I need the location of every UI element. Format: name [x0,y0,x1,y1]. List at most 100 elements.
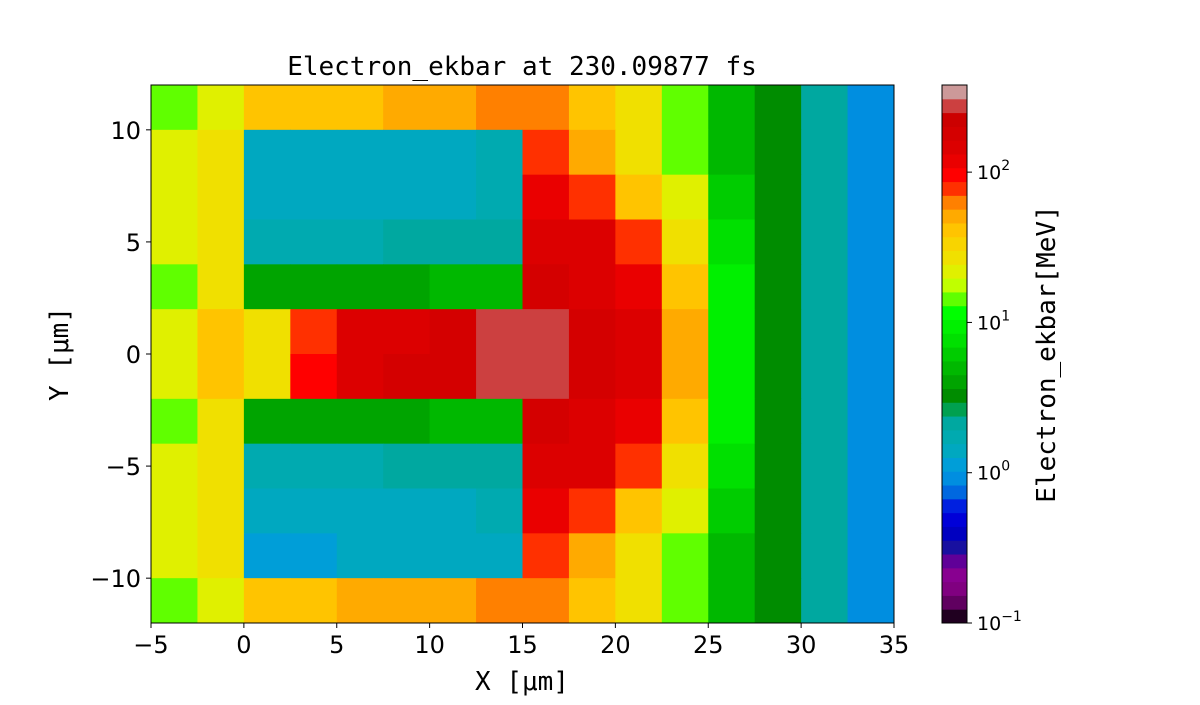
heatmap-cell [661,578,709,624]
heatmap-cell [847,219,895,265]
heatmap-cell [476,264,523,310]
colorbar-band [942,126,967,141]
heatmap-cell [429,264,477,310]
colorbar-tick-label: 102 [977,158,1010,184]
colorbar-band [942,498,967,514]
heatmap-cell [708,129,756,176]
heatmap-cell [290,174,338,220]
heatmap-cell [568,533,616,579]
colorbar-band [942,512,967,527]
heatmap-cell [568,354,616,400]
heatmap-cell [615,174,663,220]
heatmap-cell [754,219,802,265]
colorbar-tick-label: 100 [977,459,1010,485]
x-axis-ticks: −5 0 5 10 15 20 25 30 35 [133,623,909,659]
heatmap-cell [615,309,663,355]
colorbar-band [942,540,967,555]
heatmap-cell [754,578,802,624]
heatmap-cell [151,219,198,265]
heatmap-cell [383,443,431,489]
heatmap-cell [290,443,338,489]
heatmap-cell [708,85,756,131]
heatmap-cell [476,443,523,489]
heatmap-cell [801,398,849,445]
heatmap-cell [522,309,570,355]
colorbar-band [942,222,967,238]
colorbar-band [942,554,967,569]
heatmap-cell [383,488,431,534]
x-tick-label: 35 [879,631,910,659]
colorbar-band [942,264,967,279]
colorbar-band [942,167,967,183]
heatmap-cell [522,129,570,176]
heatmap-cell [290,354,338,400]
heatmap-cell [243,578,291,624]
heatmap-cell [383,578,431,624]
heatmap-cell [708,443,756,489]
heatmap-cell [754,85,802,131]
heatmap-cell [801,219,849,265]
heatmap-cell [476,354,523,400]
heatmap-cell [615,533,663,579]
heatmap-cell [661,129,709,176]
heatmap-cell [151,578,198,624]
heatmap-cell [151,174,198,220]
heatmap-cell [197,174,245,220]
heatmap-cell [336,85,384,131]
heatmap-cell [476,219,523,265]
heatmap-cell [383,398,431,445]
heatmap-cell [568,174,616,220]
chart-title: Electron_ekbar at 230.09877 fs [287,52,757,82]
heatmap-cell [568,488,616,534]
heatmap-cell [661,533,709,579]
heatmap-cell [847,578,895,624]
colorbar-band [942,209,967,224]
colorbar-ticks: 10−1 100 101 102 [967,158,1022,635]
colorbar-band [942,140,967,155]
colorbar-band [942,153,967,169]
heatmap-cell [847,354,895,400]
heatmap-cell [383,533,431,579]
heatmap-cell [429,85,477,131]
colorbar-band [942,333,967,348]
colorbar-band [942,291,967,307]
heatmap-cell [708,219,756,265]
heatmap-cell [243,219,291,265]
y-tick-label: −5 [106,453,141,481]
heatmap-cell [801,578,849,624]
heatmap-cell [429,488,477,534]
x-tick-label: −5 [133,631,168,659]
heatmap-cell [568,85,616,131]
heatmap-cell [336,174,384,220]
y-axis-label: Y [μm] [45,307,75,401]
heatmap-cell [243,443,291,489]
heatmap-cell [661,264,709,310]
heatmap-cell [661,219,709,265]
heatmap-cell [847,443,895,489]
heatmap-cell [336,488,384,534]
heatmap-cell [661,85,709,131]
heatmap-cell [429,219,477,265]
heatmap-cell [336,533,384,579]
heatmap-cell [476,174,523,220]
heatmap-cell [290,219,338,265]
heatmap-cell [383,129,431,176]
heatmap-cell [847,398,895,445]
heatmap-cell [197,129,245,176]
colorbar-band [942,457,967,472]
heatmap-cell [522,578,570,624]
heatmap-cell [290,398,338,445]
heatmap-cell [243,398,291,445]
heatmap-cell [336,129,384,176]
x-tick-label: 20 [600,631,631,659]
colorbar-tick-label: 10−1 [977,609,1022,635]
heatmap-cell [151,85,198,131]
colorbar-band [942,319,967,334]
heatmap-cell [754,174,802,220]
heatmap-cell [708,309,756,355]
colorbar-band [942,347,967,362]
heatmap-cell [383,85,431,131]
heatmap-cell [243,85,291,131]
heatmap-cell [801,174,849,220]
heatmap-cell [568,443,616,489]
